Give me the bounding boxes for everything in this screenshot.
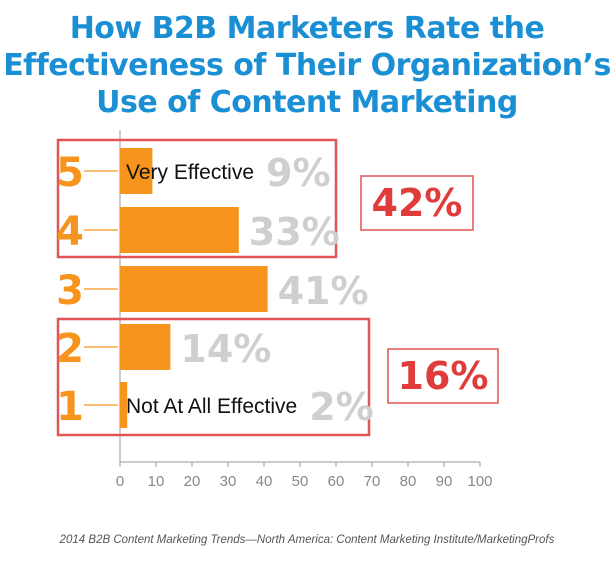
- x-tick-label: 50: [292, 473, 309, 490]
- group-label-box: [387, 348, 499, 404]
- x-tick-label: 20: [184, 473, 201, 490]
- bar: [120, 207, 239, 253]
- bar: [120, 382, 128, 428]
- x-tick-label: 90: [436, 473, 453, 490]
- x-tick-label: 40: [256, 473, 273, 490]
- bar-value-label: 33%: [249, 210, 340, 254]
- bar: [120, 148, 153, 194]
- bar-value-label: 14%: [180, 327, 271, 371]
- source-note: 2014 B2B Content Marketing Trends—North …: [59, 534, 555, 546]
- category-label: 1: [56, 384, 84, 430]
- bar-value-label: 9%: [266, 151, 331, 195]
- group-label-box: [360, 175, 474, 231]
- x-tick-label: 70: [364, 473, 381, 490]
- bar-annotation: Not At All Effective: [126, 395, 297, 418]
- bar-annotation: Very Effective: [126, 161, 254, 184]
- x-tick-label: 80: [400, 473, 417, 490]
- category-label: 2: [56, 326, 84, 372]
- x-tick-label: 0: [116, 473, 124, 490]
- x-tick-label: 10: [148, 473, 165, 490]
- chart-title-line-1: How B2B Marketers Rate the: [69, 11, 545, 46]
- chart-title-line-3: Use of Content Marketing: [96, 85, 518, 120]
- bar: [120, 324, 171, 370]
- category-label: 3: [56, 268, 84, 314]
- group-label: 16%: [398, 354, 489, 398]
- bar-value-label: 2%: [309, 385, 374, 429]
- bar-value-label: 41%: [278, 269, 369, 313]
- bar: [120, 266, 268, 312]
- x-tick-label: 100: [467, 473, 492, 490]
- group-box: [56, 317, 371, 437]
- category-label: 5: [56, 150, 84, 196]
- group-box: [56, 138, 338, 259]
- category-label: 4: [56, 209, 84, 255]
- group-label: 42%: [372, 181, 463, 225]
- chart-title-line-2: Effectiveness of Their Organization’s: [3, 48, 611, 83]
- x-tick-label: 30: [220, 473, 237, 490]
- x-tick-label: 60: [328, 473, 345, 490]
